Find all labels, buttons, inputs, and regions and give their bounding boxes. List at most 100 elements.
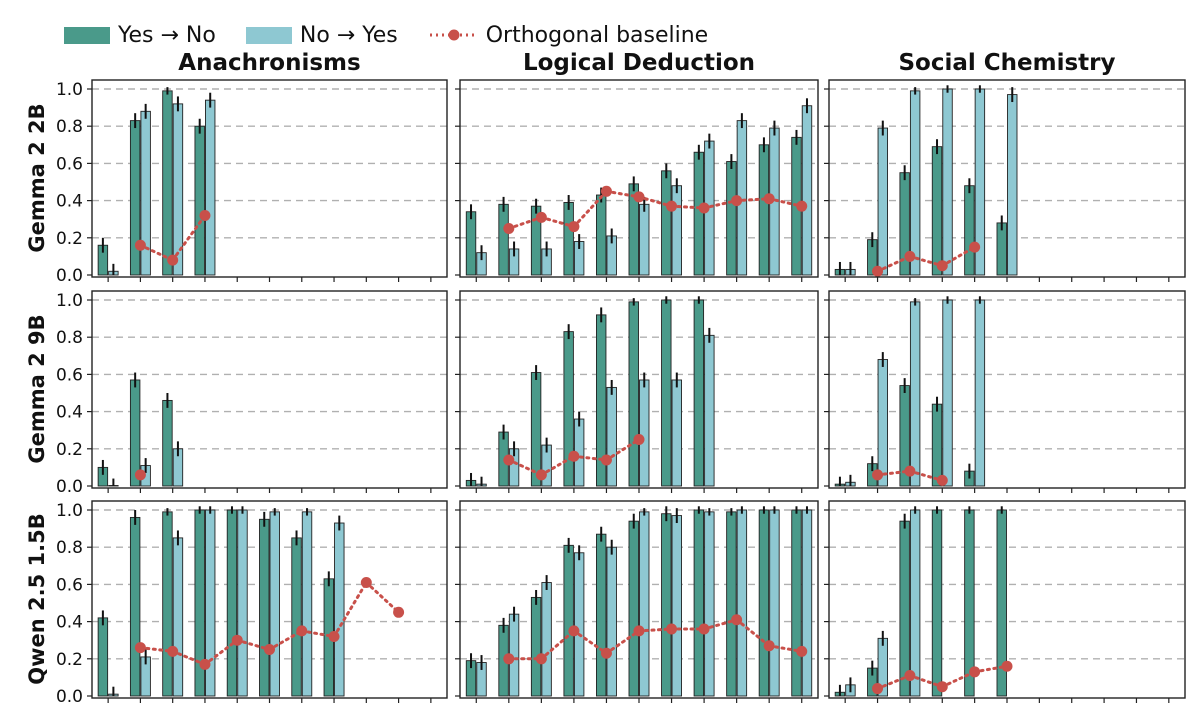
panel-gemma-2-2b-logical-deduction-baseline-point	[666, 200, 678, 212]
panel-gemma-2-2b-logical-deduction-bar-yes-no	[498, 203, 509, 276]
panel-qwen-2-5-1-5b-logical-deduction-baseline-segment	[767, 644, 804, 653]
panel-gemma-2-2b-logical-deduction-baseline-point	[698, 202, 710, 214]
panel-gemma-2-2b-anachronisms-baseline-point	[134, 239, 146, 251]
panel-gemma-2-2b-logical-deduction-baseline-segment	[539, 215, 576, 229]
panel-qwen-2-5-1-5b-anachronisms-frame	[91, 500, 448, 699]
panel-qwen-2-5-1-5b-anachronisms-bar-yes-no	[291, 537, 302, 697]
panel-gemma-2-9b-social-chemistry-frame	[828, 290, 1186, 489]
panel-gemma-2-2b-social-chemistry-bar-no-yes	[942, 88, 953, 276]
panel-qwen-2-5-1-5b-logical-deduction-baseline-point	[763, 640, 775, 652]
panel-gemma-2-9b-anachronisms-ytick-label: 1.0	[56, 291, 83, 311]
panel-gemma-2-9b-logical-deduction-bar-yes-no	[661, 299, 672, 487]
panel-qwen-2-5-1-5b-logical-deduction-bar-yes-no	[530, 596, 542, 697]
panel-gemma-2-2b-logical-deduction-baseline-segment	[507, 215, 543, 230]
panel-qwen-2-5-1-5b-social-chemistry-baseline-point	[969, 666, 981, 678]
panel-qwen-2-5-1-5b-logical-deduction-baseline-point	[796, 645, 808, 657]
panel-gemma-2-9b-logical-deduction-bar-no-yes	[671, 379, 682, 487]
panel-qwen-2-5-1-5b-social-chemistry-bar-no-yes	[909, 509, 921, 697]
panel-gemma-2-2b-anachronisms-baseline-point	[167, 254, 179, 266]
panel-qwen-2-5-1-5b-anachronisms-ytick-label: 0.8	[56, 538, 83, 558]
panel-qwen-2-5-1-5b-logical-deduction-bar-no-yes	[606, 546, 617, 697]
panel-qwen-2-5-1-5b-logical-deduction-bar-yes-no	[726, 511, 737, 697]
panel-qwen-2-5-1-5b-logical-deduction-bar-yes-no	[693, 509, 705, 697]
panel-gemma-2-2b-logical-deduction-baseline-segment	[767, 197, 804, 208]
panel-qwen-2-5-1-5b-anachronisms-bar-no-yes	[269, 511, 280, 697]
panel-gemma-2-2b-anachronisms-bar-yes-no	[194, 125, 205, 276]
legend-label-baseline: Orthogonal baseline	[485, 22, 709, 48]
panel-qwen-2-5-1-5b-logical-deduction-bar-no-yes	[639, 511, 650, 697]
panel-qwen-2-5-1-5b-anachronisms-baseline-segment	[332, 581, 368, 638]
legend-item-baseline: Orthogonal baseline	[428, 22, 709, 48]
panel-gemma-2-9b-logical-deduction-baseline-point	[633, 434, 645, 445]
panel-qwen-2-5-1-5b-social-chemistry-baseline-point	[936, 681, 948, 693]
panel-qwen-2-5-1-5b-logical-deduction-baseline-point	[666, 623, 678, 635]
panel-qwen-2-5-1-5b-logical-deduction-frame	[459, 500, 819, 699]
panel-qwen-2-5-1-5b-anachronisms-baseline-point	[199, 658, 211, 670]
panel-gemma-2-9b-logical-deduction-bar-yes-no	[530, 372, 542, 487]
panel-gemma-2-2b-social-chemistry-baseline-segment	[908, 254, 944, 268]
panel-qwen-2-5-1-5b-logical-deduction-baseline-segment	[604, 629, 641, 655]
panel-gemma-2-9b-anachronisms-ytick-label: 0.8	[56, 328, 83, 348]
panel-gemma-2-9b-anachronisms-bar-yes-no	[162, 399, 173, 487]
panel-qwen-2-5-1-5b-logical-deduction-bar-no-yes	[801, 509, 813, 697]
panel-gemma-2-2b-anachronisms-baseline-segment	[171, 213, 207, 262]
panel-gemma-2-2b-anachronisms-frame	[91, 79, 448, 278]
panel-qwen-2-5-1-5b-anachronisms-baseline-point	[360, 577, 372, 589]
panel-qwen-2-5-1-5b-social-chemistry-bar-yes-no	[931, 509, 943, 697]
panel-qwen-2-5-1-5b-logical-deduction-baseline-point	[568, 625, 580, 637]
panel-qwen-2-5-1-5b-logical-deduction-bar-no-yes	[573, 552, 585, 697]
panel-qwen-2-5-1-5b-anachronisms-baseline-point	[167, 645, 179, 657]
panel-gemma-2-2b-logical-deduction-baseline-point	[568, 221, 580, 233]
panel-gemma-2-2b-logical-deduction-baseline-segment	[637, 195, 674, 208]
panel-gemma-2-9b-social-chemistry-baseline-point	[904, 465, 916, 477]
panel-gemma-2-2b-logical-deduction-bar-yes-no	[758, 144, 770, 276]
panel-gemma-2-9b-social-chemistry-bar-yes-no	[931, 403, 943, 487]
panel-gemma-2-2b-logical-deduction-bar-yes-no	[596, 194, 607, 276]
legend-item-no-yes: No → Yes	[245, 22, 398, 48]
panel-gemma-2-2b-logical-deduction-baseline-point	[796, 200, 808, 212]
panel-qwen-2-5-1-5b-anachronisms-baseline-point	[296, 625, 308, 637]
panel-gemma-2-2b-anachronisms-bar-no-yes	[205, 99, 216, 276]
panel-gemma-2-9b-logical-deduction-bar-no-yes	[606, 386, 617, 487]
panel-gemma-2-2b-logical-deduction-bar-no-yes	[801, 105, 813, 276]
panel-gemma-2-2b-logical-deduction-bar-yes-no	[465, 211, 477, 276]
panel-gemma-2-2b-anachronisms-ytick-label: 0.0	[56, 266, 83, 286]
panel-qwen-2-5-1-5b-logical-deduction-bar-no-yes	[736, 509, 748, 697]
panel-qwen-2-5-1-5b-anachronisms-bar-no-yes	[334, 522, 345, 697]
panel-qwen-2-5-1-5b-anachronisms-baseline-point	[231, 634, 243, 646]
panel-qwen-2-5-1-5b-logical-deduction-baseline-point	[633, 625, 645, 637]
panel-gemma-2-9b-logical-deduction-baseline-point	[535, 469, 547, 481]
panel-qwen-2-5-1-5b-social-chemistry-frame	[828, 500, 1186, 699]
panel-qwen-2-5-1-5b-anachronisms-baseline-point	[264, 644, 275, 655]
panel-gemma-2-2b-logical-deduction-frame	[459, 79, 819, 278]
panel-qwen-2-5-1-5b-logical-deduction-bar-yes-no	[563, 544, 574, 697]
panel-gemma-2-2b-logical-deduction-baseline-segment	[604, 189, 641, 199]
panel-gemma-2-9b-logical-deduction-baseline-segment	[507, 458, 543, 477]
panel-qwen-2-5-1-5b-logical-deduction-baseline-point	[698, 623, 710, 635]
panel-qwen-2-5-1-5b-anachronisms-ytick-label: 0.2	[56, 650, 83, 670]
panel-gemma-2-2b-anachronisms-baseline-segment	[138, 243, 175, 262]
panel-gemma-2-2b-anachronisms-ytick-label: 0.6	[56, 154, 83, 174]
panel-qwen-2-5-1-5b-social-chemistry-baseline-point	[904, 670, 916, 682]
panel-gemma-2-2b-logical-deduction-bar-yes-no	[661, 170, 672, 276]
panel-gemma-2-9b-social-chemistry-baseline-segment	[908, 469, 944, 482]
panel-gemma-2-9b-logical-deduction-baseline-point	[600, 454, 612, 466]
panel-gemma-2-2b-social-chemistry-bar-yes-no	[931, 146, 943, 276]
panel-gemma-2-2b-social-chemistry-bar-no-yes	[877, 127, 888, 276]
panel-qwen-2-5-1-5b-logical-deduction-baseline-segment	[572, 629, 608, 655]
panel-qwen-2-5-1-5b-logical-deduction-baseline-segment	[539, 629, 576, 661]
column-title-social-chemistry: Social Chemistry	[898, 50, 1116, 76]
panel-qwen-2-5-1-5b-anachronisms-bar-yes-no	[259, 518, 270, 697]
panel-qwen-2-5-1-5b-logical-deduction-baseline-segment	[702, 618, 739, 631]
panel-qwen-2-5-1-5b-anachronisms-ytick-label: 0.6	[56, 575, 83, 595]
panel-qwen-2-5-1-5b-anachronisms-baseline-segment	[235, 638, 271, 651]
legend-label-no-yes: No → Yes	[299, 22, 398, 48]
panel-gemma-2-2b-logical-deduction-baseline-segment	[572, 189, 608, 229]
panel-qwen-2-5-1-5b-logical-deduction-bar-yes-no	[758, 509, 770, 697]
panel-gemma-2-2b-social-chemistry-bar-no-yes	[909, 90, 921, 276]
panel-gemma-2-9b-logical-deduction-bar-yes-no	[693, 299, 705, 487]
panel-gemma-2-2b-anachronisms-bar-yes-no	[129, 120, 141, 276]
panel-qwen-2-5-1-5b-anachronisms-baseline-segment	[171, 649, 207, 666]
panel-gemma-2-9b-logical-deduction-frame	[459, 290, 819, 489]
